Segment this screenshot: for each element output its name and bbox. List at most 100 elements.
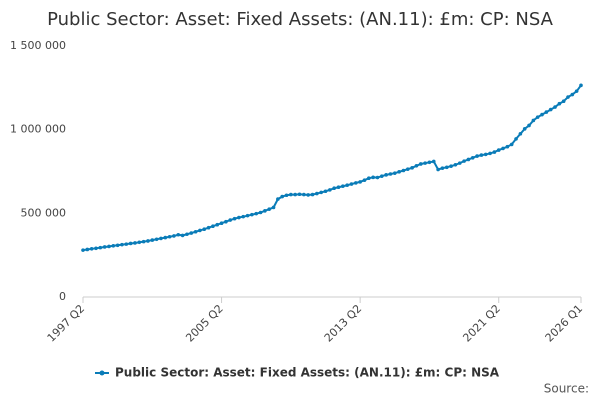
data-point xyxy=(570,92,575,97)
data-point xyxy=(566,95,570,99)
data-point xyxy=(193,229,198,234)
legend-marker xyxy=(99,370,105,376)
data-point xyxy=(466,157,471,162)
data-point xyxy=(202,227,207,232)
data-point xyxy=(367,176,371,180)
data-point xyxy=(427,160,432,165)
data-point xyxy=(323,189,328,194)
data-point xyxy=(124,242,129,246)
data-point xyxy=(115,243,120,248)
data-point xyxy=(98,245,103,250)
data-point xyxy=(557,101,562,106)
data-point xyxy=(397,170,401,174)
source: Source: xyxy=(544,382,589,396)
data-point xyxy=(488,151,492,156)
data-point xyxy=(444,165,449,170)
data-point xyxy=(167,234,172,239)
data-point xyxy=(509,142,514,147)
data-point xyxy=(341,184,345,189)
data-point xyxy=(449,164,453,168)
x-tick-label: 2013 Q2 xyxy=(322,302,365,345)
data-point xyxy=(267,207,272,211)
data-point xyxy=(505,144,510,149)
series-line xyxy=(82,84,582,252)
data-point xyxy=(457,161,462,165)
x-tick-label: 2005 Q2 xyxy=(183,302,226,345)
data-point xyxy=(553,105,557,109)
data-point xyxy=(293,192,297,197)
y-tick-label: 1 000 000 xyxy=(10,123,66,136)
data-point xyxy=(492,150,497,154)
data-point xyxy=(479,153,484,157)
data-point xyxy=(228,218,233,222)
data-point xyxy=(280,194,285,199)
data-point xyxy=(198,228,202,233)
data-point xyxy=(522,127,527,131)
data-point xyxy=(163,235,168,240)
data-point xyxy=(392,171,397,175)
data-point xyxy=(263,209,267,213)
data-point xyxy=(245,213,250,218)
data-point xyxy=(215,222,220,227)
data-point xyxy=(388,172,393,176)
data-point xyxy=(89,247,94,251)
data-point xyxy=(276,197,280,201)
data-point xyxy=(332,186,336,191)
data-point xyxy=(483,152,488,157)
data-point xyxy=(561,99,566,104)
data-point xyxy=(315,191,319,196)
data-point xyxy=(401,168,406,173)
data-point xyxy=(150,238,155,242)
data-point xyxy=(349,182,354,186)
data-point xyxy=(172,234,176,238)
data-point xyxy=(102,245,107,249)
x-tick-label: 2026 Q1 xyxy=(543,302,586,345)
data-point xyxy=(423,161,427,165)
data-point xyxy=(189,231,194,235)
data-point xyxy=(358,180,362,184)
x-tick-label: 1997 Q2 xyxy=(45,302,88,345)
data-point xyxy=(185,232,189,237)
data-point xyxy=(548,107,553,112)
data-point xyxy=(470,155,475,160)
data-point xyxy=(206,225,211,230)
data-point xyxy=(250,212,254,217)
chart-title: Public Sector: Asset: Fixed Assets: (AN.… xyxy=(47,9,553,30)
data-point xyxy=(237,215,241,220)
y-tick-label: 0 xyxy=(59,290,66,303)
data-point xyxy=(431,159,436,164)
data-point xyxy=(120,242,124,247)
data-point xyxy=(271,205,276,210)
data-point xyxy=(81,248,85,252)
data-point xyxy=(319,190,323,195)
data-point xyxy=(540,112,544,117)
data-point xyxy=(258,210,263,215)
data-point xyxy=(85,247,90,252)
data-point xyxy=(375,175,380,180)
data-point xyxy=(410,166,414,170)
data-point xyxy=(154,237,159,242)
data-point xyxy=(284,193,289,198)
data-point xyxy=(453,163,458,167)
data-point xyxy=(133,241,137,245)
data-point xyxy=(211,224,215,229)
data-point xyxy=(514,137,518,141)
data-point xyxy=(336,185,341,190)
data-point xyxy=(345,183,349,188)
data-point xyxy=(241,214,246,219)
data-point xyxy=(310,192,315,197)
x-tick-label: 2021 Q2 xyxy=(460,302,503,345)
data-point xyxy=(107,244,111,249)
data-point xyxy=(111,243,116,248)
data-point xyxy=(224,219,228,224)
data-point xyxy=(527,123,531,128)
data-point xyxy=(418,162,423,166)
data-point xyxy=(219,221,224,226)
data-point xyxy=(354,181,358,185)
data-point xyxy=(518,132,523,136)
data-point xyxy=(94,246,98,251)
data-point xyxy=(544,110,549,114)
data-point xyxy=(531,118,536,123)
data-point xyxy=(380,174,384,178)
